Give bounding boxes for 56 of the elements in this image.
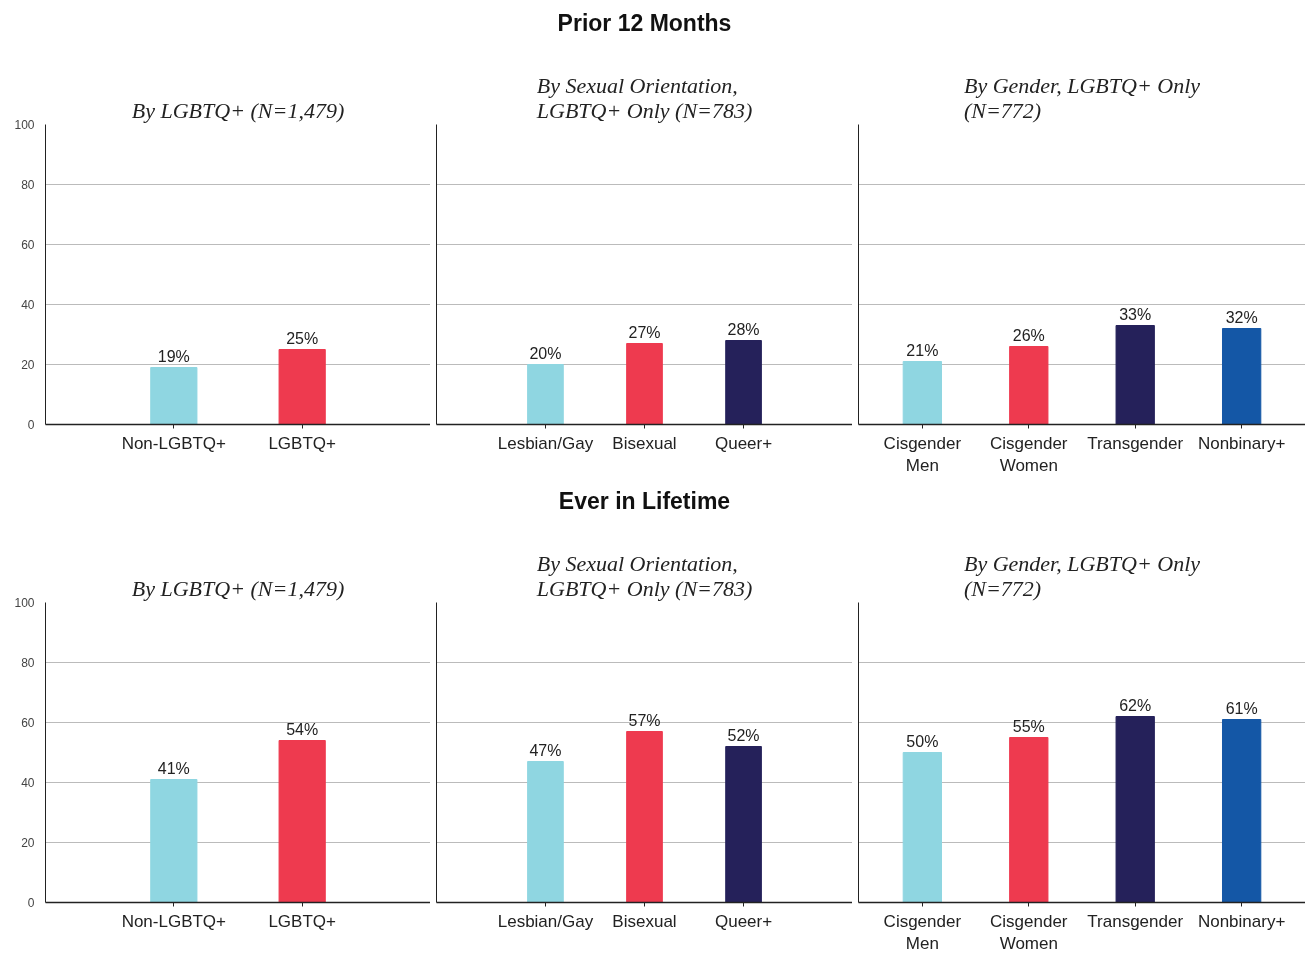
chart-subtitle: By Sexual Orientation, LGBTQ+ Only (N=783) xyxy=(535,550,753,601)
x-tick-label: Cisgender Men xyxy=(883,911,962,954)
data-label: 54% xyxy=(286,720,319,738)
data-label: 55% xyxy=(1012,717,1045,735)
x-tick-label: Transgender xyxy=(1087,911,1184,931)
x-tick-label: Non-LGBTQ+ xyxy=(121,911,227,931)
data-label: 19% xyxy=(157,347,190,365)
y-tick-label: 40 xyxy=(21,776,35,790)
data-label: 32% xyxy=(1225,308,1258,326)
x-tick-label: Cisgender Women xyxy=(990,911,1068,954)
chart-subtitle: By Gender, LGBTQ+ Only (N=772) xyxy=(963,550,1201,601)
x-tick-label: Nonbinary+ xyxy=(1197,911,1286,931)
y-tick-label: 20 xyxy=(21,836,35,850)
x-tick-label: Non-LGBTQ+ xyxy=(121,433,227,453)
y-tick-label: 100 xyxy=(14,118,35,132)
data-label: 21% xyxy=(906,341,939,359)
x-tick-label: LGBTQ+ xyxy=(268,433,337,453)
x-tick-label: Lesbian/Gay xyxy=(497,433,594,453)
chart-subtitle: By LGBTQ+ (N=1,479) xyxy=(131,575,345,601)
data-label: 47% xyxy=(529,741,562,759)
y-tick-label: 0 xyxy=(27,896,35,910)
data-label: 52% xyxy=(727,726,760,744)
data-label: 61% xyxy=(1225,699,1258,717)
data-label: 25% xyxy=(286,329,319,347)
data-label: 28% xyxy=(727,320,760,338)
data-label: 33% xyxy=(1119,305,1152,323)
y-tick-label: 60 xyxy=(21,238,35,252)
y-tick-label: 80 xyxy=(21,178,35,192)
data-label: 26% xyxy=(1012,326,1045,344)
chart-subtitle: By LGBTQ+ (N=1,479) xyxy=(131,97,345,123)
data-label: 50% xyxy=(906,732,939,750)
x-tick-label: Cisgender Men xyxy=(883,433,962,476)
chart-title: Prior 12 Months xyxy=(557,9,732,36)
data-label: 57% xyxy=(628,711,661,729)
y-tick-label: 100 xyxy=(14,596,35,610)
y-tick-label: 20 xyxy=(21,358,35,372)
y-tick-label: 40 xyxy=(21,298,35,312)
data-label: 27% xyxy=(628,323,661,341)
x-tick-label: LGBTQ+ xyxy=(268,911,337,931)
x-tick-label: Cisgender Women xyxy=(990,433,1068,476)
x-tick-label: Queer+ xyxy=(714,433,773,453)
y-tick-label: 0 xyxy=(27,418,35,432)
x-tick-label: Queer+ xyxy=(714,911,773,931)
chart-subtitle: By Gender, LGBTQ+ Only (N=772) xyxy=(963,72,1201,123)
x-tick-label: Nonbinary+ xyxy=(1197,433,1286,453)
x-tick-label: Transgender xyxy=(1087,433,1184,453)
x-tick-label: Bisexual xyxy=(612,433,677,453)
data-label: 41% xyxy=(157,759,190,777)
x-tick-label: Bisexual xyxy=(612,911,677,931)
data-label: 20% xyxy=(529,344,562,362)
chart-subtitle: By Sexual Orientation, LGBTQ+ Only (N=783) xyxy=(535,72,753,123)
y-tick-label: 80 xyxy=(21,656,35,670)
data-label: 62% xyxy=(1119,696,1152,714)
chart-title: Ever in Lifetime xyxy=(558,487,731,514)
y-tick-label: 60 xyxy=(21,716,35,730)
x-tick-label: Lesbian/Gay xyxy=(497,911,594,931)
